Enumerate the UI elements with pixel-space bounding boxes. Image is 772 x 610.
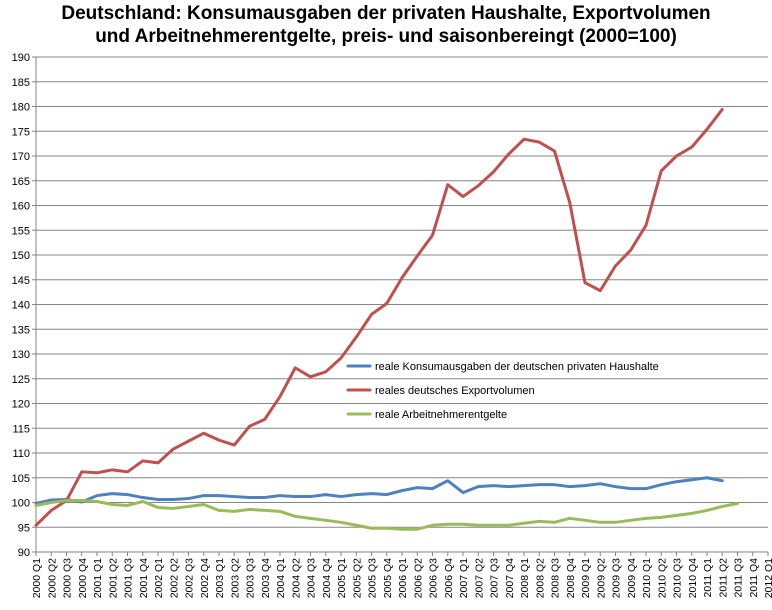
- x-tick-label: 2000 Q2: [46, 558, 58, 598]
- x-tick-label: 2003 Q4: [260, 558, 272, 598]
- x-tick-label: 2010 Q4: [687, 558, 699, 598]
- y-tick-label: 115: [12, 423, 30, 435]
- x-tick-label: 2009 Q2: [595, 558, 607, 598]
- x-tick-label: 2005 Q4: [382, 558, 394, 598]
- x-tick-label: 2002 Q1: [153, 558, 165, 598]
- chart-title: Deutschland: Konsumausgaben der privaten…: [0, 2, 772, 48]
- x-tick-label: 2011 Q3: [733, 558, 745, 598]
- x-tick-label: 2009 Q1: [580, 558, 592, 598]
- x-tick-label: 2008 Q1: [519, 558, 531, 598]
- legend-label-3: reale Arbeitnehmerentgelte: [375, 409, 507, 421]
- y-tick-label: 150: [12, 250, 30, 262]
- x-tick-label: 2004 Q4: [321, 558, 333, 598]
- x-tick-label: 2007 Q1: [458, 558, 470, 598]
- x-tick-label: 2003 Q1: [214, 558, 226, 598]
- y-tick-label: 110: [12, 448, 30, 460]
- x-tick-label: 2006 Q3: [428, 558, 440, 598]
- x-tick-label: 2000 Q4: [77, 558, 89, 598]
- y-tick-label: 165: [12, 176, 30, 188]
- x-tick-label: 2007 Q3: [489, 558, 501, 598]
- x-tick-label: 2005 Q3: [367, 558, 379, 598]
- y-tick-label: 130: [12, 349, 30, 361]
- x-tick-label: 2002 Q2: [168, 558, 180, 598]
- y-tick-label: 185: [12, 77, 30, 89]
- x-tick-label: 2002 Q3: [184, 558, 196, 598]
- series-line-2: [34, 107, 724, 527]
- y-tick-label: 145: [12, 275, 30, 287]
- x-tick-label: 2010 Q3: [672, 558, 684, 598]
- chart-title-line-1: Deutschland: Konsumausgaben der privaten…: [61, 3, 711, 24]
- x-tick-label: 2001 Q4: [138, 558, 150, 598]
- x-tick-label: 2000 Q3: [62, 558, 74, 598]
- x-tick-label: 2006 Q2: [412, 558, 424, 598]
- x-tick-label: 2008 Q2: [534, 558, 546, 598]
- y-tick-label: 105: [12, 473, 30, 485]
- y-tick-label: 135: [12, 324, 30, 336]
- y-tick-label: 120: [12, 399, 30, 411]
- x-tick-label: 2011 Q2: [717, 558, 729, 598]
- x-tick-label: 2006 Q1: [397, 558, 409, 598]
- x-tick-label: 2010 Q2: [656, 558, 668, 598]
- x-tick-label: 2008 Q3: [550, 558, 562, 598]
- chart-title-line-2: und Arbeitnehmerentgelte, preis- und sai…: [95, 26, 677, 47]
- x-tick-label: 2002 Q4: [199, 558, 211, 598]
- x-tick-label: 2001 Q1: [92, 558, 104, 598]
- y-tick-label: 180: [12, 102, 30, 114]
- x-tick-label: 2005 Q2: [351, 558, 363, 598]
- y-tick-label: 190: [12, 52, 30, 64]
- y-tick-label: 90: [18, 547, 30, 559]
- x-tick-label: 2007 Q2: [473, 558, 485, 598]
- x-tick-label: 2001 Q2: [107, 558, 119, 598]
- y-tick-label: 155: [12, 225, 30, 237]
- y-tick-label: 125: [12, 374, 30, 386]
- x-tick-label: 2009 Q3: [611, 558, 623, 598]
- legend-label-1: reale Konsumausgaben der deutschen priva…: [375, 361, 659, 373]
- y-tick-label: 160: [12, 201, 30, 213]
- y-tick-label: 175: [12, 126, 30, 138]
- y-tick-label: 140: [12, 300, 30, 312]
- y-tick-label: 95: [18, 522, 30, 534]
- x-tick-label: 2004 Q3: [306, 558, 318, 598]
- x-tick-label: 2009 Q4: [626, 558, 638, 598]
- series-line-3: [34, 499, 739, 531]
- x-tick-label: 2004 Q2: [290, 558, 302, 598]
- x-tick-label: 2011 Q4: [748, 558, 760, 598]
- x-tick-label: 2006 Q4: [443, 558, 455, 598]
- series-line-1: [34, 476, 724, 505]
- x-tick-label: 2005 Q1: [336, 558, 348, 598]
- x-tick-label: 2001 Q3: [123, 558, 135, 598]
- x-tick-label: 2008 Q4: [565, 558, 577, 598]
- y-tick-label: 170: [12, 151, 30, 163]
- x-tick-label: 2012 Q1: [763, 558, 772, 598]
- x-tick-label: 2010 Q1: [641, 558, 653, 598]
- x-tick-label: 2007 Q4: [504, 558, 516, 598]
- x-tick-label: 2003 Q3: [245, 558, 257, 598]
- y-tick-label: 100: [12, 498, 30, 510]
- x-tick-label: 2004 Q1: [275, 558, 287, 598]
- legend-label-2: reales deutsches Exportvolumen: [375, 385, 535, 397]
- x-tick-label: 2000 Q1: [31, 558, 43, 598]
- x-tick-label: 2011 Q1: [702, 558, 714, 598]
- x-tick-label: 2003 Q2: [229, 558, 241, 598]
